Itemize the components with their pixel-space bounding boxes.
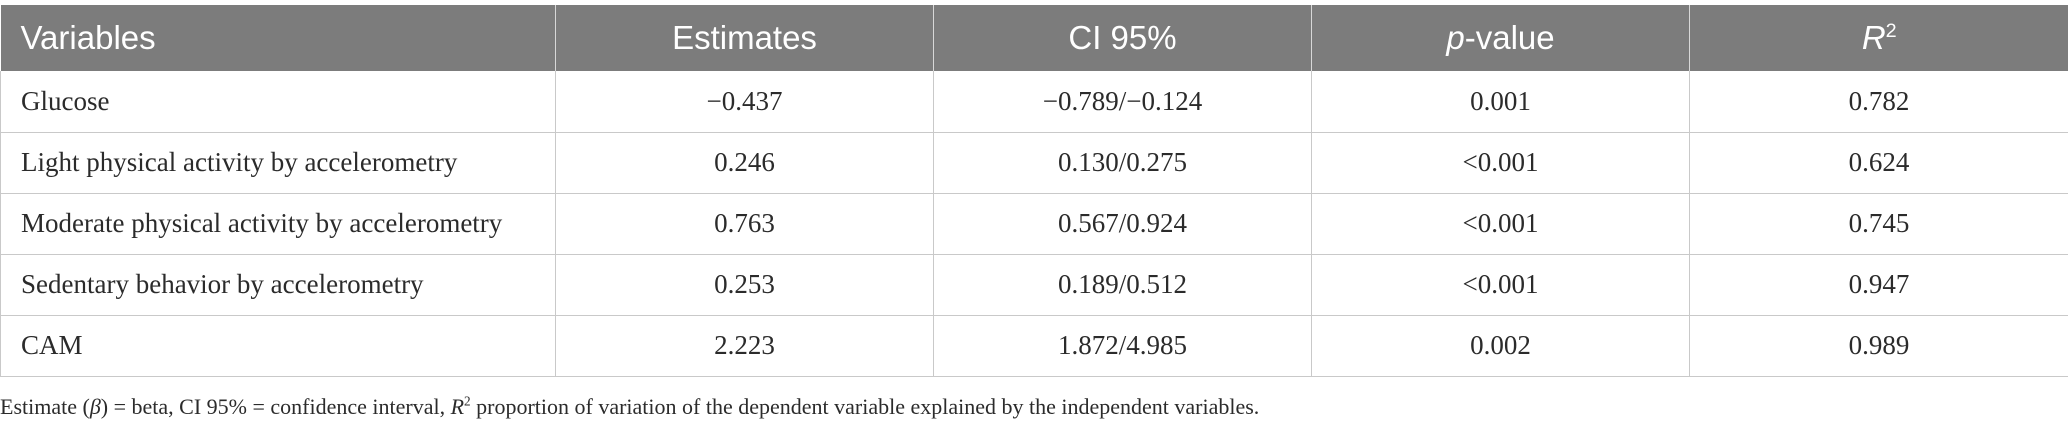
cell-variable: Light physical activity by accelerometry [0,132,556,194]
table-row: CAM 2.223 1.872/4.985 0.002 0.989 [0,315,2068,377]
cell-ci: −0.789/−0.124 [933,71,1312,133]
footnote-part1: Estimate ( [0,394,90,419]
footnote-r-letter: R [450,394,465,419]
results-table-wrapper: Variables Estimates CI 95% p-value R2 Gl… [0,5,2068,377]
cell-p-value: <0.001 [1311,254,1690,316]
header-p-italic: p [1446,19,1465,56]
cell-variable: Moderate physical activity by accelerome… [0,193,556,255]
header-r-letter: R [1861,19,1886,56]
cell-ci: 1.872/4.985 [933,315,1312,377]
cell-r-squared: 0.745 [1689,193,2068,255]
header-p-rest: -value [1464,19,1555,56]
footnote-part3: proportion of variation of the dependent… [470,394,1260,419]
header-estimates: Estimates [555,5,934,71]
header-ci: CI 95% [933,5,1312,71]
header-variables: Variables [0,5,556,71]
footnote-part2: ) = beta, CI 95% = confidence interval, [100,394,451,419]
cell-r-squared: 0.624 [1689,132,2068,194]
cell-ci: 0.130/0.275 [933,132,1312,194]
table-footnote: Estimate (β) = beta, CI 95% = confidence… [0,394,1259,420]
cell-estimate: 0.253 [555,254,934,316]
header-r-sup: 2 [1885,20,1897,42]
table-row: Sedentary behavior by accelerometry 0.25… [0,254,2068,316]
cell-estimate: −0.437 [555,71,934,133]
cell-estimate: 2.223 [555,315,934,377]
cell-estimate: 0.246 [555,132,934,194]
cell-variable: Sedentary behavior by accelerometry [0,254,556,316]
table-body: Glucose −0.437 −0.789/−0.124 0.001 0.782… [0,71,2068,377]
footnote-beta: β [89,394,101,419]
table-row: Light physical activity by accelerometry… [0,132,2068,194]
cell-p-value: <0.001 [1311,132,1690,194]
cell-r-squared: 0.947 [1689,254,2068,316]
cell-p-value: 0.001 [1311,71,1690,133]
cell-estimate: 0.763 [555,193,934,255]
cell-r-squared: 0.989 [1689,315,2068,377]
table-header: Variables Estimates CI 95% p-value R2 [0,5,2068,71]
cell-p-value: 0.002 [1311,315,1690,377]
cell-variable: Glucose [0,71,556,133]
cell-p-value: <0.001 [1311,193,1690,255]
header-r-squared: R2 [1689,5,2068,71]
table-row: Moderate physical activity by accelerome… [0,193,2068,255]
table-row: Glucose −0.437 −0.789/−0.124 0.001 0.782 [0,71,2068,133]
cell-ci: 0.189/0.512 [933,254,1312,316]
cell-variable: CAM [0,315,556,377]
cell-ci: 0.567/0.924 [933,193,1312,255]
header-row: Variables Estimates CI 95% p-value R2 [0,5,2068,71]
results-table: Variables Estimates CI 95% p-value R2 Gl… [0,5,2068,377]
header-p-value: p-value [1311,5,1690,71]
footnote-r-sup: 2 [464,393,471,409]
cell-r-squared: 0.782 [1689,71,2068,133]
